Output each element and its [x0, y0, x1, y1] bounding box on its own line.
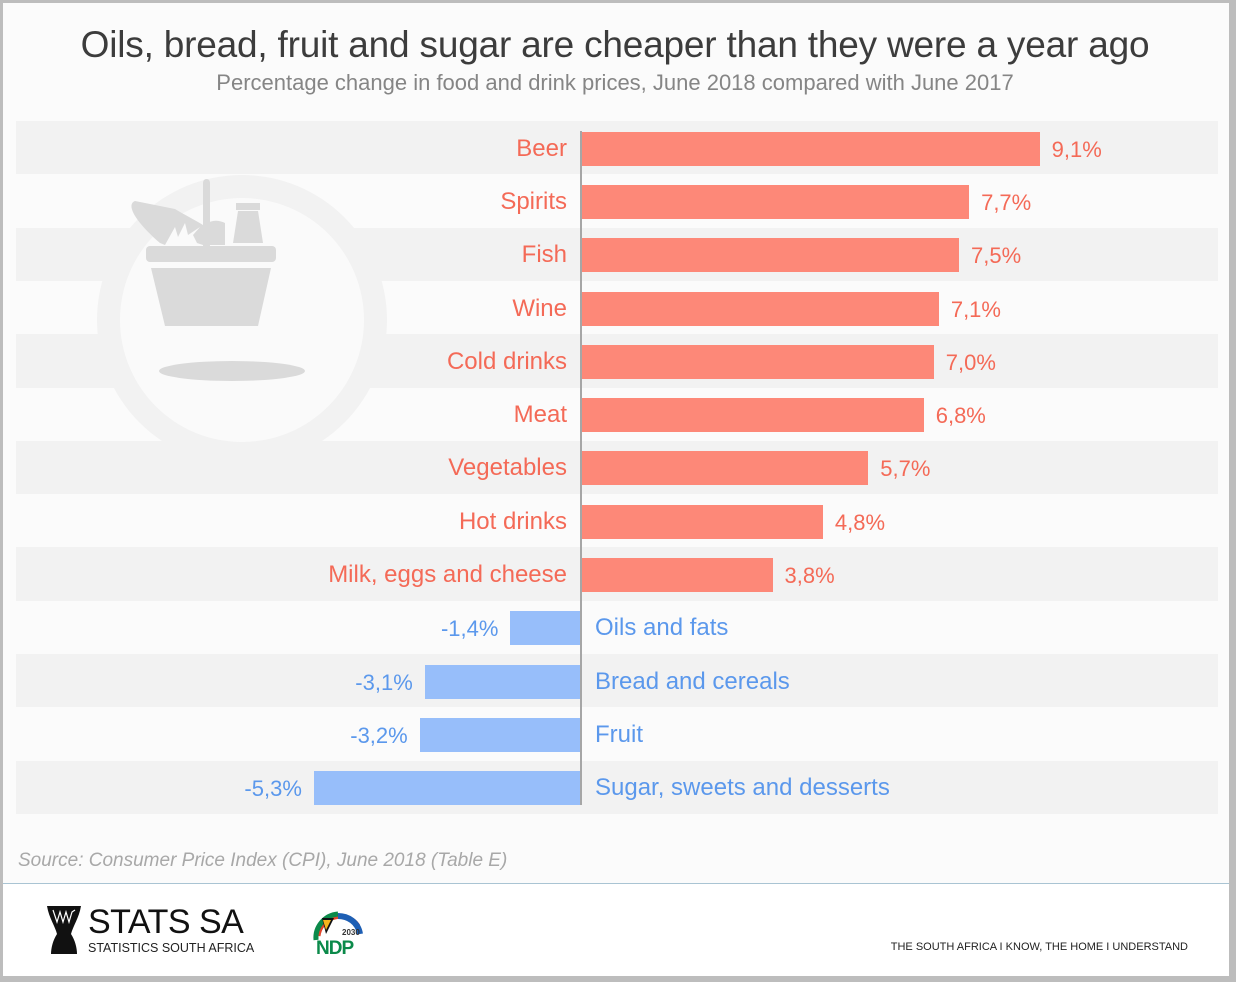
bar-spirits — [581, 184, 970, 219]
stats-sa-logo-subtext: STATISTICS SOUTH AFRICA — [88, 941, 255, 955]
stats-sa-logo-text: STATS SA — [88, 903, 244, 941]
value-label: 7,5% — [971, 243, 1022, 269]
value-label: 7,1% — [950, 296, 1001, 322]
category-label: Spirits — [500, 187, 567, 215]
bar-milk-eggs-and-cheese — [581, 558, 773, 593]
ndp-arc-green — [313, 911, 339, 941]
category-label: Beer — [516, 134, 567, 162]
value-label: 5,7% — [880, 456, 931, 482]
bar-meat — [581, 398, 924, 433]
category-label: Milk, eggs and cheese — [328, 561, 567, 589]
category-label: Vegetables — [448, 454, 567, 482]
row-band — [16, 654, 1218, 708]
category-label: Wine — [512, 294, 567, 322]
value-label: 9,1% — [1051, 136, 1102, 162]
zero-axis-line — [580, 131, 582, 805]
bar-oils-and-fats — [510, 611, 581, 646]
bar-fruit — [419, 717, 581, 752]
row-band — [16, 760, 1218, 815]
value-label: -5,3% — [244, 776, 302, 802]
ndp-2030-logo: 2030 NDP — [313, 911, 363, 958]
bar-fish — [581, 238, 959, 273]
value-label: 6,8% — [935, 403, 986, 429]
bar-bread-and-cereals — [424, 664, 581, 699]
value-label: 4,8% — [834, 509, 886, 535]
bar-sugar-sweets-and-desserts — [313, 771, 581, 806]
category-label: Bread and cereals — [595, 667, 790, 695]
value-label: -1,4% — [440, 616, 499, 642]
value-label: 3,8% — [784, 563, 835, 589]
footer-divider — [3, 883, 1229, 884]
category-label: Hot drinks — [458, 507, 567, 535]
value-label: 7,0% — [945, 349, 996, 375]
row-band — [16, 600, 1218, 655]
chart-subtitle: Percentage change in food and drink pric… — [216, 70, 1014, 95]
category-label: Cold drinks — [446, 347, 567, 375]
footer-tagline: THE SOUTH AFRICA I KNOW, THE HOME I UNDE… — [890, 941, 1188, 953]
ndp-year: 2030 — [342, 928, 360, 937]
basket-decoration — [97, 175, 387, 465]
grocery-basket-icon — [131, 179, 305, 381]
ndp-text: NDP — [316, 938, 354, 958]
bar-vegetables — [581, 451, 869, 486]
ndp-arc-blue — [337, 913, 363, 935]
chart-title: Oils, bread, fruit and sugar are cheaper… — [80, 24, 1150, 65]
footer — [3, 884, 1229, 976]
bar-beer — [581, 131, 1040, 166]
bar-hot-drinks — [581, 504, 823, 539]
category-label: Oils and fats — [595, 614, 729, 642]
value-label: 7,7% — [981, 189, 1032, 215]
bar-cold-drinks — [581, 344, 934, 379]
stats-sa-logo-icon — [47, 906, 81, 954]
ndp-triangle-gold — [323, 920, 331, 930]
category-label: Fish — [521, 241, 567, 269]
row-band — [16, 707, 1218, 762]
category-label: Fruit — [595, 720, 643, 748]
value-label: -3,2% — [350, 722, 408, 748]
bar-wine — [581, 291, 939, 326]
category-label: Sugar, sweets and desserts — [595, 774, 890, 802]
source-note: Source: Consumer Price Index (CPI), June… — [18, 850, 508, 871]
category-label: Meat — [513, 401, 567, 429]
value-label: -3,1% — [355, 669, 413, 695]
